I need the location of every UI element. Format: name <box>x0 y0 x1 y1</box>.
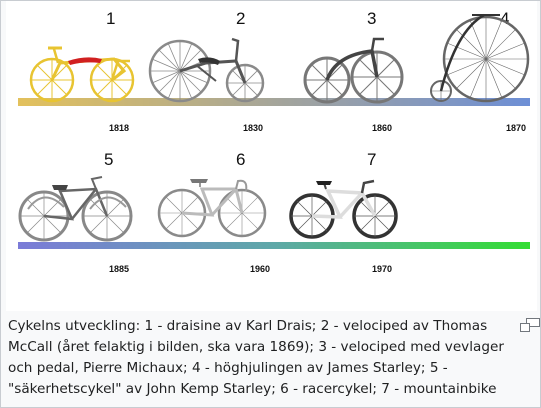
bike-year-7: 1970 <box>372 264 392 274</box>
velocipede-michaux-illustration <box>303 37 404 104</box>
safety-bicycle-seat <box>52 185 68 190</box>
timeline-bar-1 <box>18 98 530 106</box>
mountain-bike-seat <box>316 181 332 185</box>
bike-year-5: 1885 <box>109 264 129 274</box>
bike-number-4: 4 <box>500 9 509 28</box>
mountain-bike-illustration <box>289 179 398 239</box>
penny-farthing-illustration <box>430 13 530 103</box>
bike-year-4: 1870 <box>506 123 526 133</box>
bike-year-6: 1960 <box>250 264 270 274</box>
draisine-seat <box>68 57 102 65</box>
bike-year-3: 1860 <box>372 123 392 133</box>
bike-year-2: 1830 <box>243 123 263 133</box>
bike-year-1: 1818 <box>109 123 129 133</box>
bike-number-1: 1 <box>106 9 115 28</box>
bike-number-5: 5 <box>104 150 113 169</box>
bike-number-7: 7 <box>367 150 376 169</box>
racing-bike-seat <box>190 179 208 183</box>
draisine-bike-illustration <box>29 46 135 103</box>
figure-caption: Cykelns utveckling: 1 - draisine av Karl… <box>8 318 504 397</box>
safety-bicycle-illustration <box>18 176 133 242</box>
velocipede-seat <box>198 57 220 65</box>
velocipede-mccall-illustration <box>148 37 265 103</box>
magnify-clip-icon[interactable] <box>520 318 540 332</box>
bike-number-6: 6 <box>236 150 245 169</box>
bike-number-2: 2 <box>236 9 245 28</box>
bicycle-evolution-figure[interactable]: 1 2 3 4 1818 1830 1860 1870 5 6 7 1885 1… <box>6 1 537 311</box>
racing-bike-illustration <box>157 179 267 238</box>
bike-number-3: 3 <box>367 9 376 28</box>
timeline-bar-2 <box>18 242 530 249</box>
